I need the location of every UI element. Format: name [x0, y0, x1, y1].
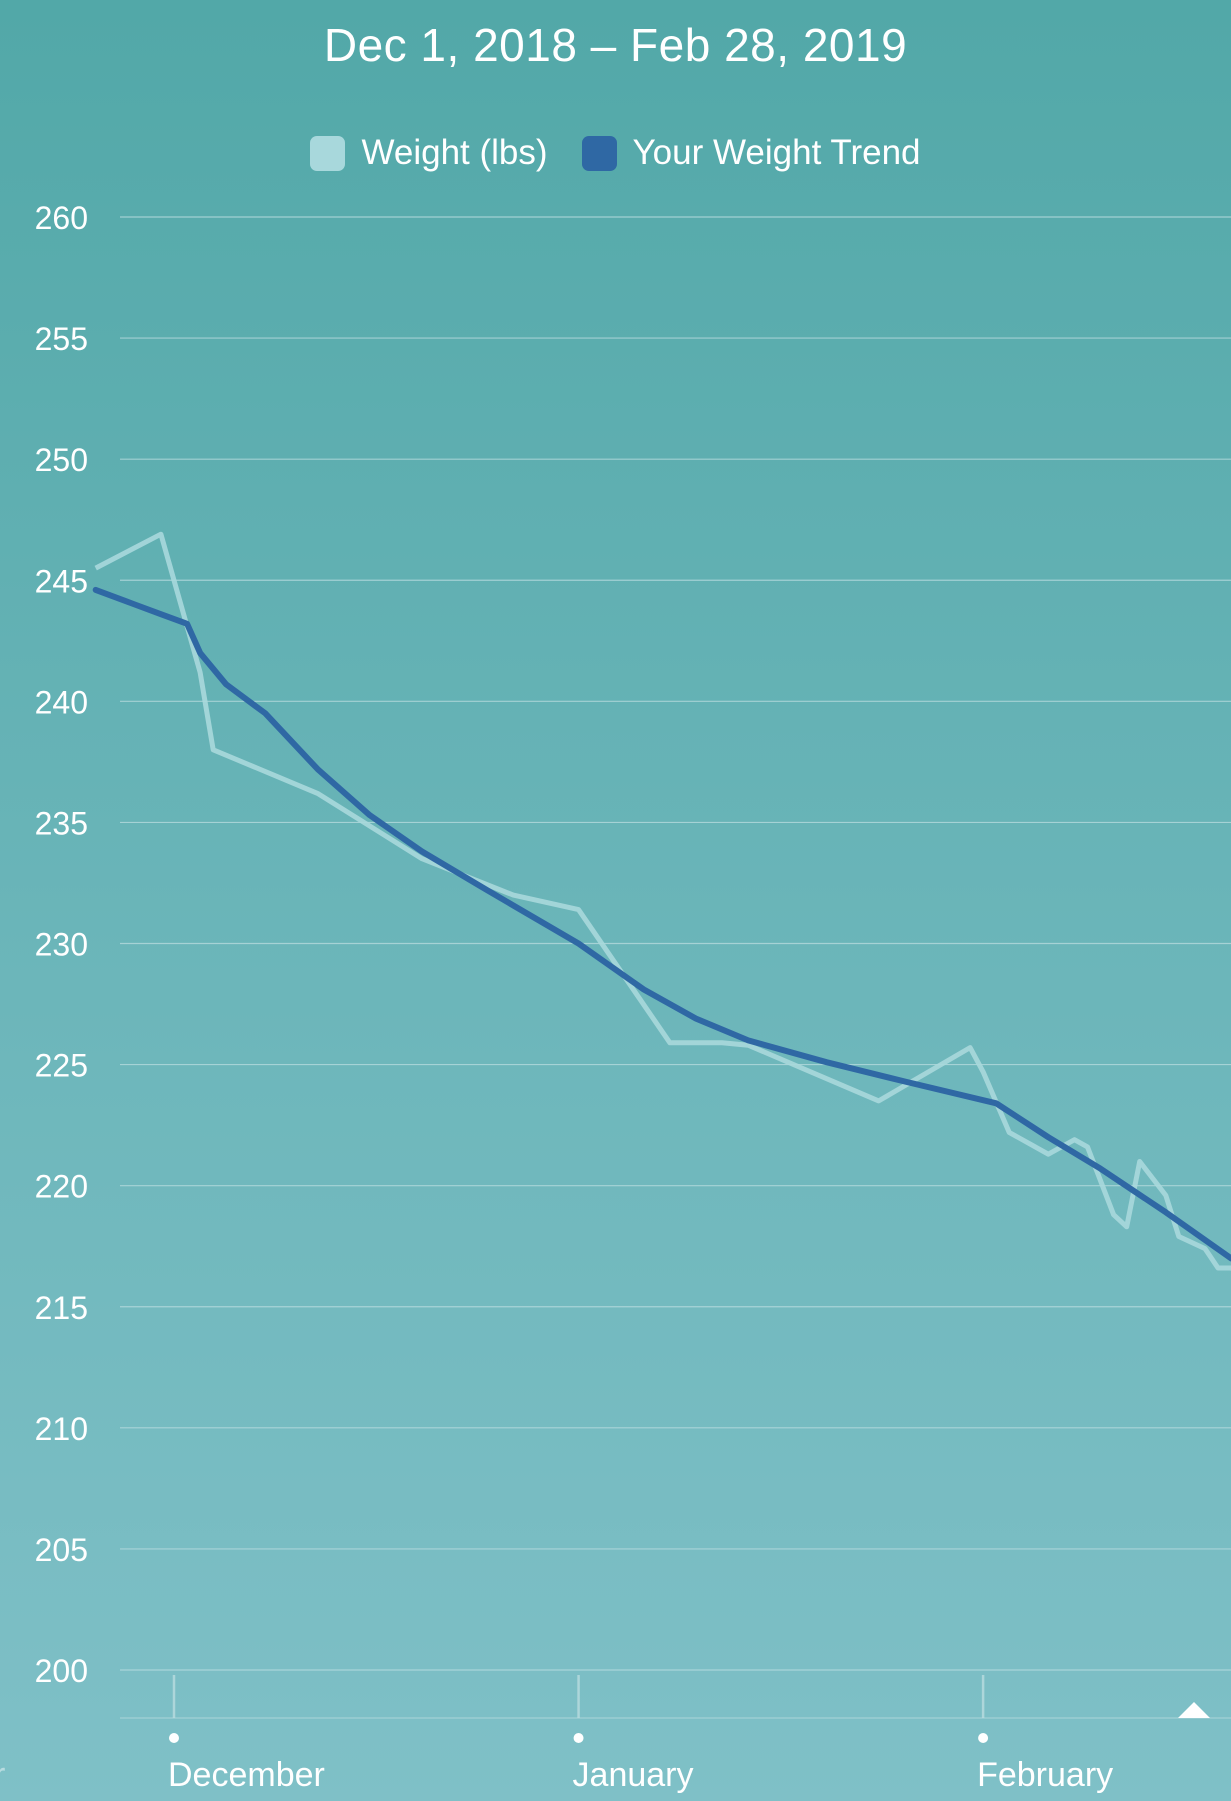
legend-item-weight[interactable]: Weight (lbs) — [310, 133, 548, 173]
legend-item-trend[interactable]: Your Weight Trend — [581, 133, 921, 173]
y-tick-label: 240 — [35, 684, 88, 720]
legend-label-trend: Your Weight Trend — [632, 133, 921, 172]
y-tick-label: 210 — [35, 1411, 88, 1447]
x-tick-label-offscreen: r — [0, 1756, 5, 1794]
y-tick-label: 255 — [35, 321, 88, 357]
weight-line — [94, 531, 1231, 1271]
y-tick-label: 200 — [35, 1653, 88, 1689]
y-tick-label: 220 — [35, 1169, 88, 1205]
legend: Weight (lbs) Your Weight Trend — [0, 133, 1231, 173]
chart-title: Dec 1, 2018 – Feb 28, 2019 — [323, 19, 908, 71]
y-tick-label: 260 — [35, 200, 88, 236]
x-tick-label: January — [573, 1756, 694, 1794]
legend-swatch-trend — [581, 135, 617, 171]
month-dot — [573, 1733, 584, 1743]
month-dot — [978, 1733, 989, 1743]
y-tick-label: 205 — [35, 1532, 88, 1568]
trend-line — [92, 586, 1231, 1262]
x-tick-label: December — [168, 1756, 325, 1794]
x-tick-label: February — [977, 1756, 1113, 1794]
scroll-up-icon[interactable] — [1178, 1700, 1210, 1718]
legend-swatch-weight — [310, 135, 346, 171]
y-tick-label: 225 — [35, 1048, 88, 1084]
month-dot — [169, 1733, 179, 1743]
legend-label-weight: Weight (lbs) — [361, 133, 548, 172]
y-tick-label: 215 — [35, 1290, 88, 1326]
y-tick-label: 235 — [35, 805, 88, 841]
y-tick-label: 230 — [35, 927, 88, 963]
y-tick-label: 250 — [35, 442, 88, 478]
y-tick-label: 245 — [35, 563, 88, 599]
